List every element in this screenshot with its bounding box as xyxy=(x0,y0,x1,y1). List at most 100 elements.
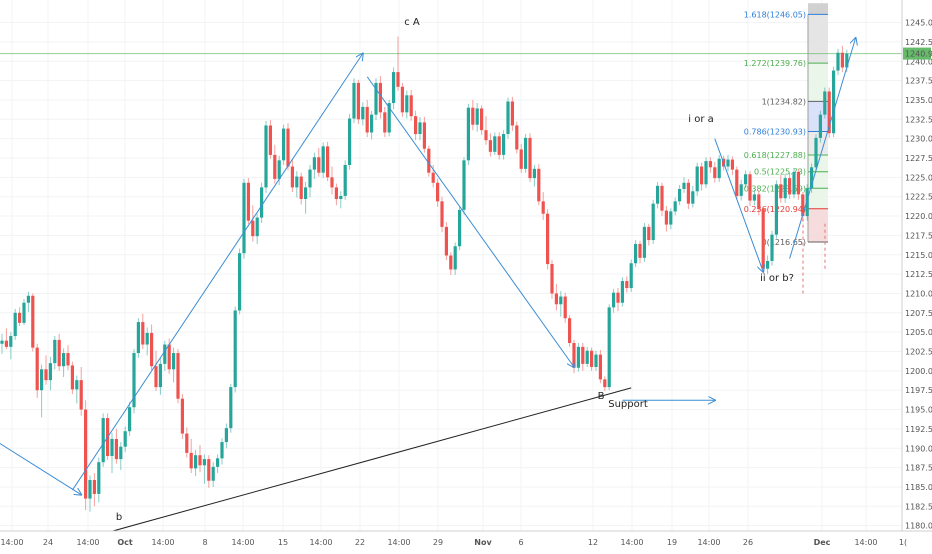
candle xyxy=(510,96,514,131)
candle xyxy=(550,260,554,299)
candle xyxy=(260,182,264,224)
candle-body xyxy=(92,479,96,494)
candle-body xyxy=(114,438,118,460)
candle xyxy=(585,346,589,367)
candle-body xyxy=(823,91,827,115)
candle xyxy=(528,133,532,182)
candle-body xyxy=(502,134,506,155)
candle xyxy=(286,123,290,171)
candle-body xyxy=(770,234,774,261)
time-tick-label: Nov xyxy=(474,538,492,547)
candle xyxy=(770,230,774,266)
price-tick-label: 1205.00 xyxy=(905,328,932,337)
wave-arrow xyxy=(71,54,362,491)
candle xyxy=(440,196,444,233)
time-axis: 14:00 24 14:00 Oct 14:00 8 14:00 15 14:00 22 14:00… xyxy=(0,530,932,550)
candle xyxy=(466,103,470,165)
candle xyxy=(9,332,13,360)
candle xyxy=(537,164,541,206)
candle-body xyxy=(440,201,444,227)
candle xyxy=(695,162,699,196)
candle-body xyxy=(273,154,277,179)
candle xyxy=(18,307,22,326)
candle xyxy=(427,145,431,177)
candle-body xyxy=(299,176,303,200)
candle-body xyxy=(620,281,624,303)
candle xyxy=(559,291,563,317)
candle-body xyxy=(585,350,589,364)
candle-body xyxy=(176,353,180,399)
candle-body xyxy=(220,442,224,459)
candle xyxy=(717,154,721,182)
candle-body xyxy=(110,438,114,456)
candle-body xyxy=(198,455,202,466)
candle-body xyxy=(84,409,88,499)
wave-arrow xyxy=(0,442,81,495)
candle-body xyxy=(686,182,690,204)
candle-body xyxy=(528,137,532,179)
candle-body xyxy=(493,136,497,152)
candle xyxy=(735,166,739,200)
candle-body xyxy=(462,160,466,210)
candle xyxy=(638,240,642,264)
price-tick-label: 1195.00 xyxy=(905,406,932,415)
candle-body xyxy=(356,82,360,120)
candle-body xyxy=(334,187,338,200)
annotation-b-low: b xyxy=(116,512,122,523)
candle-body xyxy=(594,354,598,367)
candle xyxy=(458,205,462,251)
candle xyxy=(277,155,281,186)
candle-body xyxy=(779,184,783,199)
candle-body xyxy=(66,353,70,366)
candle xyxy=(827,87,831,138)
price-tick-label: 1225.00 xyxy=(905,173,932,182)
candle-body xyxy=(119,446,123,460)
candle xyxy=(383,106,387,138)
candle-body xyxy=(409,95,413,117)
candle xyxy=(321,142,325,179)
candle xyxy=(374,78,378,121)
candle xyxy=(145,327,149,356)
candle xyxy=(554,284,558,311)
candle-body xyxy=(810,167,814,189)
candle-body xyxy=(414,116,418,135)
candle-body xyxy=(202,459,206,466)
candle xyxy=(370,110,374,140)
candle-body xyxy=(603,379,607,388)
candle-body xyxy=(405,95,409,113)
candle xyxy=(330,166,334,195)
fib-level-label: 0(1216.65) xyxy=(762,238,806,247)
candle-body xyxy=(185,433,189,453)
candle-body xyxy=(330,177,334,188)
candle-body xyxy=(761,209,765,269)
candle xyxy=(317,147,321,177)
candle xyxy=(282,124,286,165)
candle-body xyxy=(326,146,330,178)
candle-body xyxy=(744,174,748,185)
candle-body xyxy=(783,178,787,199)
price-tick-label: 1200.00 xyxy=(905,367,932,376)
candle xyxy=(79,366,83,416)
candle xyxy=(484,116,488,145)
candle-body xyxy=(669,211,673,225)
price-tick-label: 1180.00 xyxy=(905,522,932,531)
candle xyxy=(832,66,836,138)
candle-body xyxy=(827,91,831,134)
fib-level-label: 1(1234.82) xyxy=(762,97,806,106)
time-axis-background xyxy=(0,531,932,550)
candle xyxy=(361,102,365,126)
candle xyxy=(739,179,743,201)
candle xyxy=(568,315,572,347)
candle xyxy=(836,48,840,76)
candle xyxy=(163,340,167,371)
candle-body xyxy=(568,318,572,343)
candle-body xyxy=(238,253,242,311)
candle xyxy=(304,181,308,214)
candle-body xyxy=(488,140,492,152)
fib-zone xyxy=(808,188,828,209)
candle xyxy=(563,292,567,323)
candle xyxy=(700,162,704,191)
candle xyxy=(378,75,382,119)
